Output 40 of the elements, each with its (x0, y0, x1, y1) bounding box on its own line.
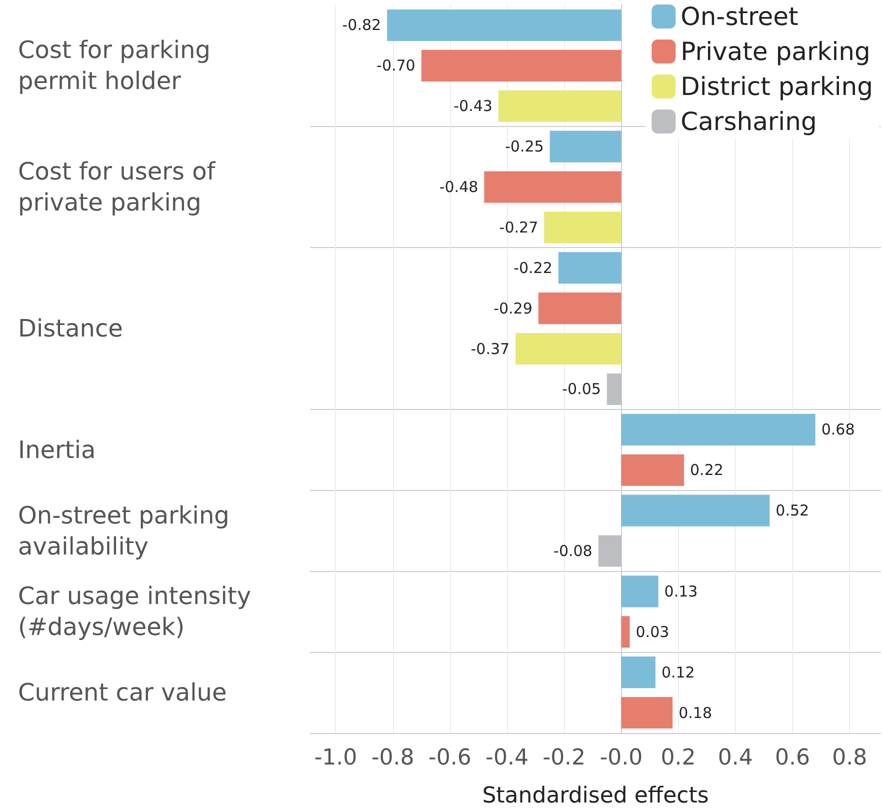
legend-label: Carsharing (680, 107, 817, 136)
x-tick-label: -0.0 (600, 746, 643, 770)
data-label: -0.29 (494, 299, 532, 318)
data-label: -0.70 (376, 56, 416, 75)
x-tick-label: -1.0 (314, 746, 358, 770)
x-tick-label: 0.8 (832, 746, 868, 770)
data-label: 0.68 (821, 420, 855, 439)
x-axis-title: Standardised effects (482, 784, 709, 808)
data-label: -0.27 (499, 218, 538, 236)
x-tick-label: 0.6 (774, 746, 810, 770)
y-tick-label: Car usage intensity (#days/week) (18, 582, 259, 642)
x-tick-label: 0.4 (718, 746, 753, 770)
x-tick-label: 0.2 (660, 746, 696, 770)
data-label: 0.22 (690, 461, 724, 480)
data-label: -0.48 (439, 178, 478, 196)
data-label: 0.13 (664, 582, 698, 600)
data-label: -0.08 (554, 542, 592, 560)
y-tick-label: Current car value (18, 678, 227, 707)
y-tick-label: Cost for users of private parking (18, 158, 223, 216)
y-tick-label: On-street parking availability (18, 501, 238, 560)
data-label: -0.22 (514, 258, 552, 277)
data-label: -0.37 (470, 340, 510, 358)
x-tick-label: -0.4 (486, 746, 528, 770)
data-label: -0.82 (342, 16, 382, 34)
data-label: 0.18 (678, 704, 712, 722)
data-label: -0.43 (454, 97, 492, 116)
data-label: -0.05 (562, 380, 601, 398)
data-label: 0.52 (776, 502, 810, 520)
x-tick-label: -0.8 (371, 746, 414, 770)
data-label: 0.03 (636, 622, 670, 641)
legend-label: Private parking (680, 37, 870, 66)
y-tick-label: Distance (18, 314, 123, 343)
legend-label: On-street (680, 2, 799, 31)
legend-label: District parking (680, 72, 874, 101)
data-label: 0.12 (661, 663, 695, 682)
y-tick-label: Inertia (18, 436, 96, 464)
x-tick-label: -0.2 (542, 746, 586, 770)
y-tick-label: Cost for parking permit holder (18, 36, 218, 96)
x-tick-label: -0.6 (428, 746, 472, 770)
data-label: -0.25 (505, 138, 544, 156)
